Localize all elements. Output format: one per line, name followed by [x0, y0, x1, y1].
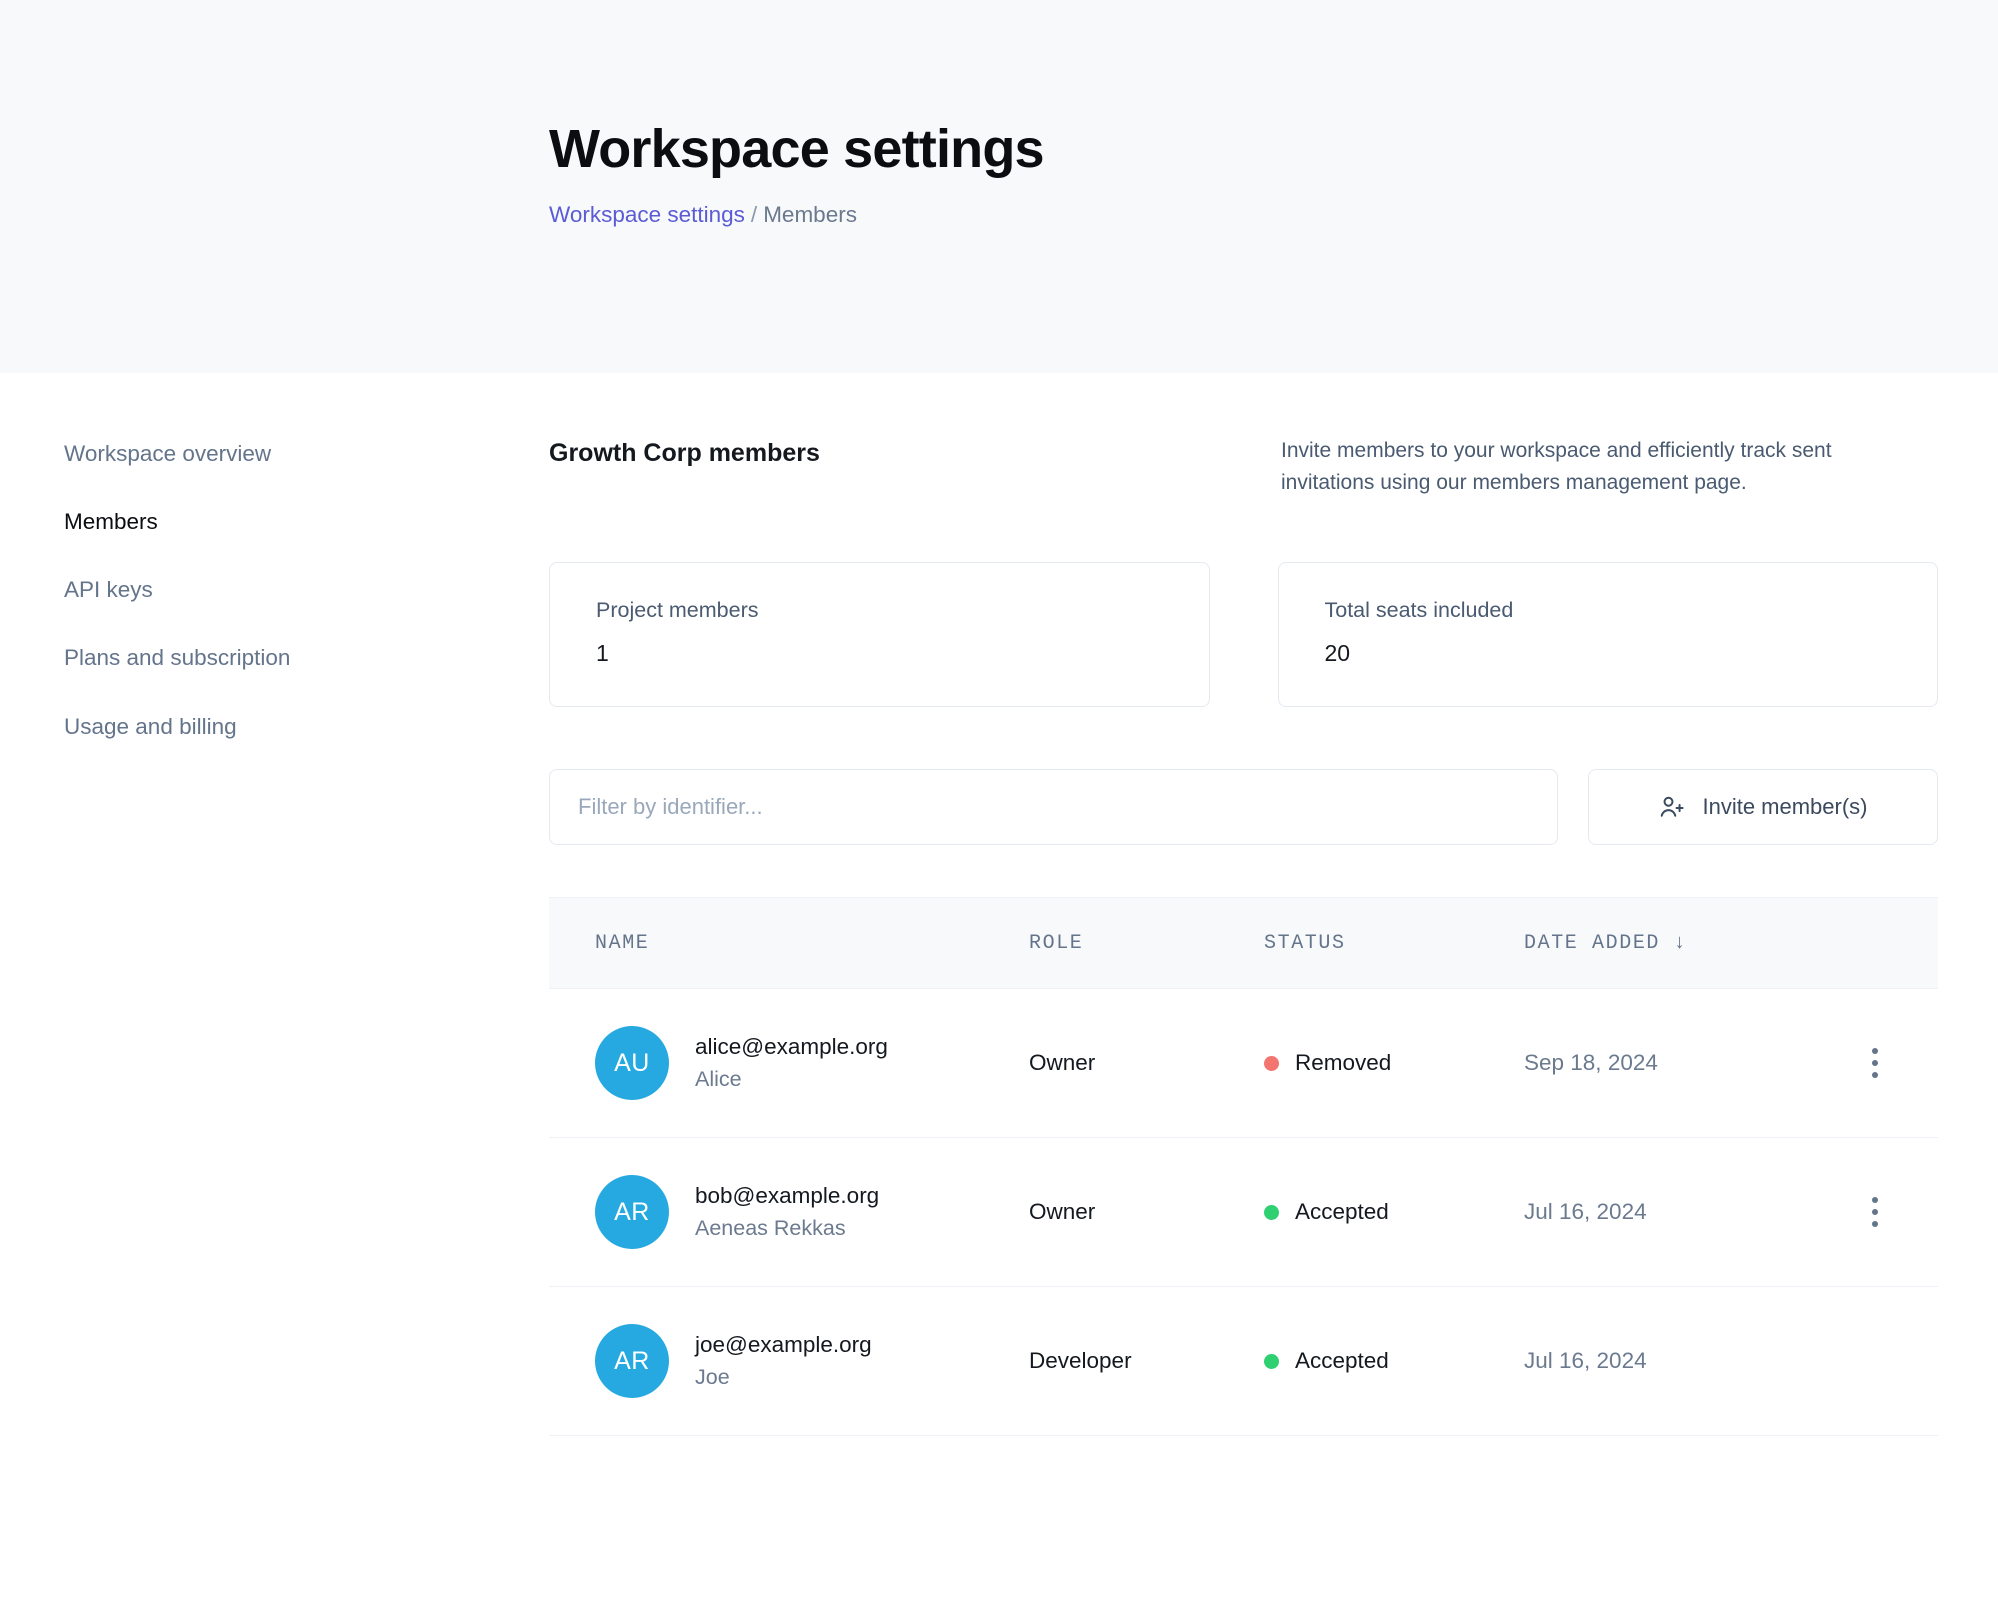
- filter-by-identifier-input[interactable]: [549, 769, 1558, 845]
- avatar: AR: [595, 1175, 669, 1249]
- sidebar-item-api-keys[interactable]: API keys: [64, 577, 153, 603]
- members-main-panel: Growth Corp members Invite members to yo…: [549, 435, 1938, 1436]
- stat-value: 1: [596, 639, 609, 666]
- row-overflow-menu-icon[interactable]: [1858, 1192, 1892, 1232]
- column-header-role[interactable]: ROLE: [1029, 931, 1084, 955]
- stat-card-project-members: Project members 1: [549, 562, 1210, 707]
- name-block: joe@example.org Joe: [695, 1332, 872, 1390]
- page-hero-band: Workspace settings Workspace settings / Me…: [0, 0, 1998, 373]
- cell-date-added: Sep 18, 2024: [1524, 1050, 1658, 1075]
- stat-value: 20: [1324, 639, 1351, 666]
- section-header: Growth Corp members Invite members to yo…: [549, 435, 1938, 498]
- cell-status: Accepted: [1264, 1199, 1524, 1225]
- member-identifier: bob@example.org: [695, 1183, 880, 1209]
- invite-members-button[interactable]: Invite member(s): [1588, 769, 1938, 845]
- table-row[interactable]: AR joe@example.org Joe Developer Accepte…: [549, 1287, 1938, 1436]
- settings-sidebar: Workspace overview Members API keys Plan…: [64, 440, 484, 741]
- row-actions-placeholder: [1858, 1341, 1892, 1381]
- members-table: NAME ROLE STATUS DATE ADDED ↓ AU alice@e…: [549, 897, 1938, 1436]
- member-display-name: Alice: [695, 1067, 742, 1092]
- sidebar-item-workspace-overview[interactable]: Workspace overview: [64, 441, 272, 466]
- breadcrumb-separator: /: [750, 202, 758, 228]
- name-block: alice@example.org Alice: [695, 1034, 888, 1092]
- stat-label: Total seats included: [1324, 598, 1514, 622]
- member-identifier: alice@example.org: [695, 1034, 888, 1060]
- cell-actions: [1814, 1043, 1938, 1083]
- status-badge: Accepted: [1295, 1199, 1389, 1224]
- member-display-name: Joe: [695, 1365, 730, 1390]
- section-description: Invite members to your workspace and eff…: [1281, 439, 1832, 494]
- cell-status: Accepted: [1264, 1348, 1524, 1374]
- member-display-name: Aeneas Rekkas: [695, 1216, 846, 1241]
- cell-name: AR joe@example.org Joe: [549, 1324, 1029, 1398]
- cell-status: Removed: [1264, 1050, 1524, 1076]
- user-plus-icon: [1658, 793, 1686, 821]
- table-toolbar: Invite member(s): [549, 769, 1938, 845]
- status-badge: Removed: [1295, 1050, 1392, 1075]
- sort-descending-icon: ↓: [1673, 931, 1688, 955]
- cell-name: AR bob@example.org Aeneas Rekkas: [549, 1175, 1029, 1249]
- table-row[interactable]: AU alice@example.org Alice Owner Removed…: [549, 989, 1938, 1138]
- column-header-date-added-label: DATE ADDED: [1524, 931, 1661, 955]
- column-header-date-added[interactable]: DATE ADDED ↓: [1524, 932, 1814, 955]
- section-title: Growth Corp members: [549, 439, 820, 467]
- cell-role: Developer: [1029, 1348, 1132, 1373]
- cell-role: Owner: [1029, 1050, 1096, 1075]
- table-header-row: NAME ROLE STATUS DATE ADDED ↓: [549, 897, 1938, 989]
- name-block: bob@example.org Aeneas Rekkas: [695, 1183, 879, 1241]
- stat-card-group: Project members 1 Total seats included 2…: [549, 562, 1938, 707]
- breadcrumb-current-members: Members: [763, 202, 857, 228]
- page-title: Workspace settings: [549, 119, 1045, 179]
- cell-role: Owner: [1029, 1199, 1096, 1224]
- cell-date-added: Jul 16, 2024: [1524, 1348, 1647, 1373]
- invite-members-button-label: Invite member(s): [1702, 794, 1868, 819]
- avatar: AU: [595, 1026, 669, 1100]
- column-header-status[interactable]: STATUS: [1264, 931, 1346, 955]
- sidebar-item-usage-and-billing[interactable]: Usage and billing: [64, 713, 237, 739]
- breadcrumb: Workspace settings / Members: [549, 200, 1044, 229]
- breadcrumb-link-workspace-settings[interactable]: Workspace settings: [549, 202, 745, 228]
- table-row[interactable]: AR bob@example.org Aeneas Rekkas Owner A…: [549, 1138, 1938, 1287]
- member-identifier: joe@example.org: [695, 1332, 872, 1358]
- cell-name: AU alice@example.org Alice: [549, 1026, 1029, 1100]
- stat-label: Project members: [596, 598, 759, 622]
- hero-content: Workspace settings Workspace settings / Me…: [549, 119, 1045, 230]
- column-header-name[interactable]: NAME: [595, 931, 650, 955]
- sidebar-item-members[interactable]: Members: [64, 509, 158, 535]
- cell-actions: [1814, 1341, 1938, 1381]
- stat-card-total-seats-included: Total seats included 20: [1277, 562, 1938, 707]
- status-badge: Accepted: [1295, 1348, 1389, 1373]
- status-dot-icon: [1264, 1055, 1279, 1071]
- cell-date-added: Jul 16, 2024: [1524, 1199, 1647, 1224]
- sidebar-item-plans-and-subscription[interactable]: Plans and subscription: [64, 645, 291, 671]
- row-overflow-menu-icon[interactable]: [1858, 1043, 1892, 1083]
- status-dot-icon: [1264, 1204, 1279, 1220]
- avatar: AR: [595, 1324, 669, 1398]
- cell-actions: [1814, 1192, 1938, 1232]
- status-dot-icon: [1264, 1353, 1279, 1369]
